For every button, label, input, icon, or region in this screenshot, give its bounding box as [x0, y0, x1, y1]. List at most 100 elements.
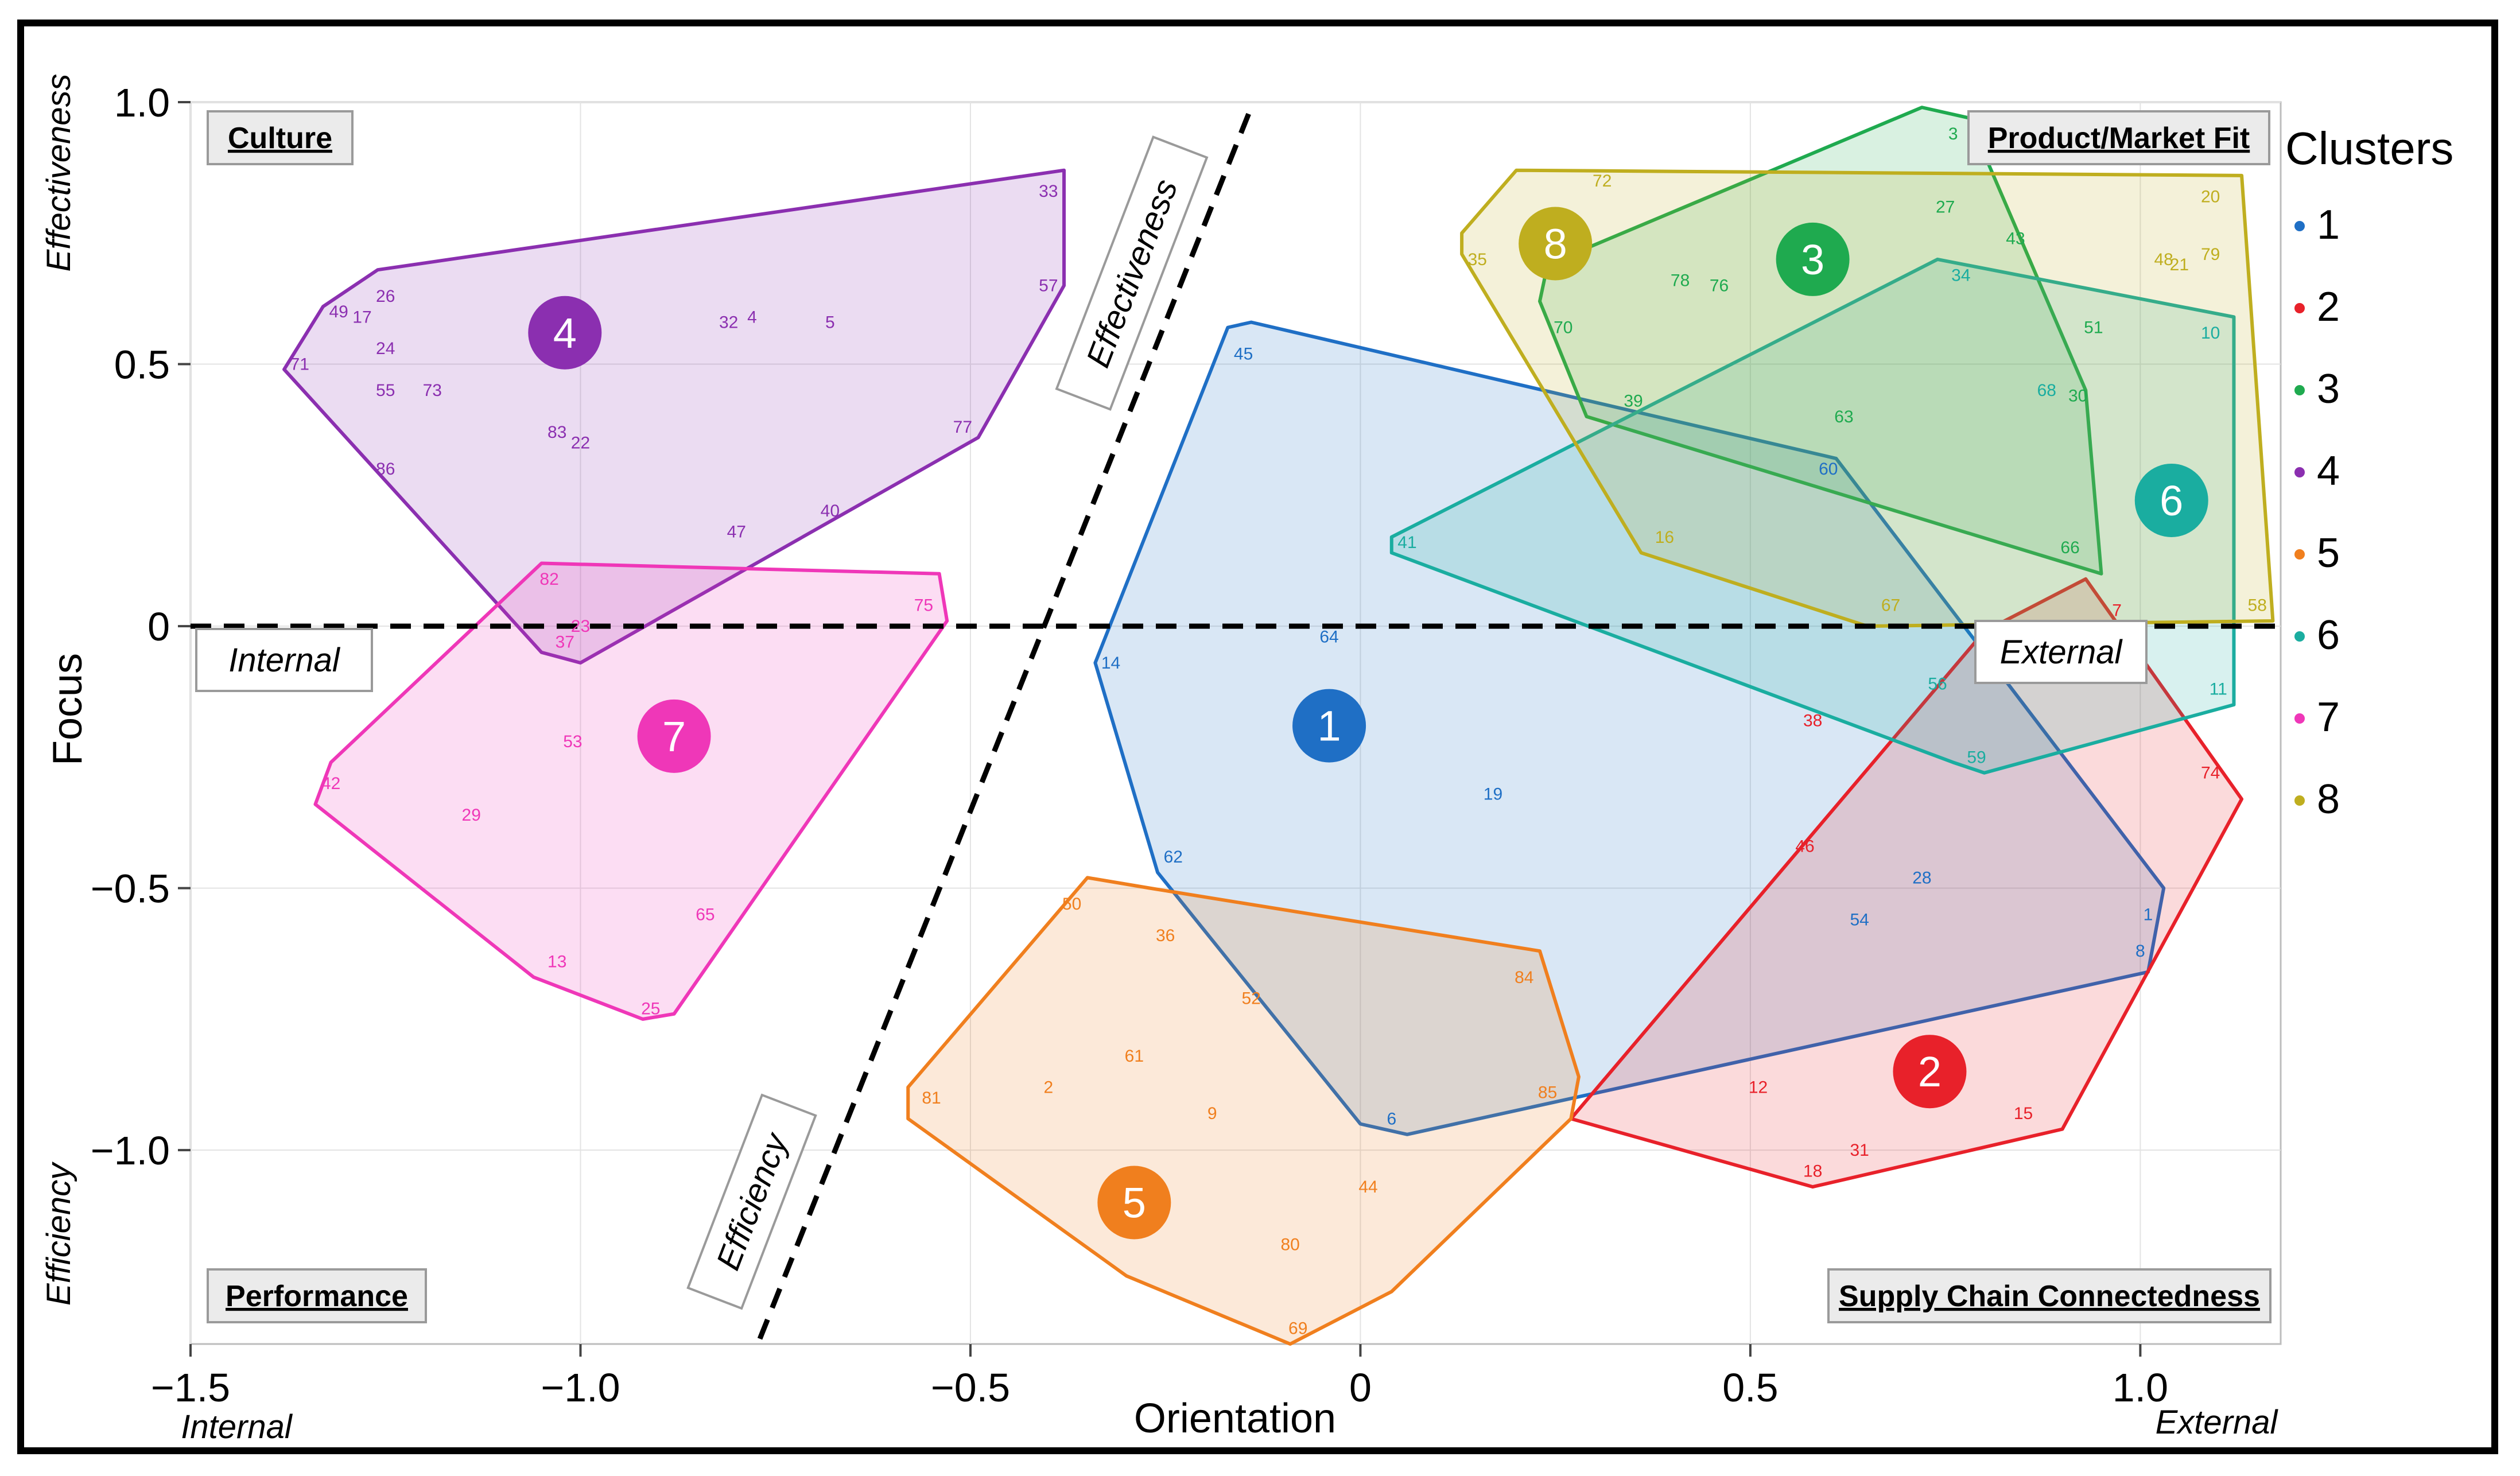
x-tick-label: 1.0	[2113, 1365, 2168, 1410]
legend-label-4: 4	[2317, 448, 2340, 494]
point-label: 60	[1819, 460, 1838, 479]
cluster-6-badge-label: 6	[2160, 477, 2183, 525]
point-label: 86	[376, 460, 395, 479]
legend-label-1: 1	[2317, 202, 2340, 248]
point-label: 84	[1515, 968, 1533, 987]
point-label: 6	[1387, 1109, 1396, 1128]
point-label: 14	[1101, 654, 1120, 673]
external-annotation: External	[2000, 634, 2123, 671]
point-label: 28	[1912, 868, 1931, 887]
legend-title: Clusters	[2285, 123, 2453, 174]
point-label: 20	[2201, 187, 2220, 206]
cluster-8-badge-label: 8	[1544, 220, 1567, 268]
point-label: 49	[329, 302, 348, 321]
x-tick-label: −1.5	[151, 1365, 230, 1410]
cluster-4-badge	[528, 296, 602, 370]
point-label: 21	[2170, 255, 2189, 274]
legend-marker-5	[2294, 549, 2305, 560]
axis-ticks: −1.5 −1.0 −0.5 0 0.5 1.0 1.0 0.5 0 −0.5 −1.0	[91, 80, 2168, 1410]
point-label: 51	[2084, 318, 2103, 337]
figure-frame: 45 60 64 14 19 62 28 54 1 8 6 7 38 74 46 12 15 31 18 3 27 43 7…	[17, 20, 2498, 1454]
point-label: 31	[1850, 1141, 1869, 1160]
cluster-1-badge-label: 1	[1317, 702, 1341, 750]
point-label: 67	[1881, 596, 1900, 615]
point-label: 81	[922, 1089, 941, 1108]
point-label: 45	[1234, 344, 1253, 363]
point-label: 4	[747, 308, 757, 327]
y-axis-title: Focus	[45, 653, 91, 766]
point-label: 25	[641, 1000, 660, 1019]
cluster-5-badge-label: 5	[1123, 1179, 1146, 1226]
point-label: 5	[825, 313, 835, 332]
point-label: 23	[571, 617, 590, 636]
point-label: 13	[548, 952, 566, 971]
y-tick-label: 1.0	[114, 80, 170, 125]
legend-marker-7	[2294, 713, 2305, 724]
diagonal-divider	[757, 106, 1254, 1340]
y-tick-label: 0	[147, 604, 170, 649]
cluster-4-badge-label: 4	[553, 309, 577, 357]
point-label: 44	[1358, 1178, 1377, 1197]
x-axis-external-label: External	[2156, 1404, 2279, 1441]
point-label: 80	[1280, 1236, 1299, 1254]
point-label: 18	[1803, 1162, 1822, 1181]
y-tick-label: −1.0	[91, 1128, 170, 1173]
x-tick-label: 0	[1349, 1365, 1372, 1410]
legend-label-8: 8	[2317, 776, 2340, 822]
point-label: 47	[727, 523, 746, 542]
point-label: 24	[376, 339, 395, 358]
point-label: 39	[1624, 391, 1643, 410]
internal-box: Internal	[195, 628, 373, 692]
point-label: 56	[1928, 675, 1947, 694]
point-label: 38	[1803, 711, 1822, 730]
legend-label-6: 6	[2317, 612, 2340, 658]
x-axis-title: Orientation	[1134, 1396, 1336, 1442]
point-label: 42	[321, 774, 340, 793]
cluster-3-badge-label: 3	[1801, 236, 1824, 283]
point-label: 10	[2201, 324, 2220, 343]
point-label: 76	[1710, 277, 1729, 296]
cluster-8-badge	[1519, 207, 1593, 281]
point-label: 41	[1397, 533, 1416, 552]
cluster-2-badge	[1893, 1035, 1967, 1109]
legend-marker-4	[2294, 467, 2305, 477]
legend-marker-2	[2294, 303, 2305, 313]
point-label: 2	[1044, 1078, 1054, 1097]
point-label: 11	[2210, 680, 2227, 699]
point-label: 46	[1795, 837, 1814, 856]
point-label: 52	[1241, 989, 1260, 1008]
quadrant-product-market-fit-label: Product/Market Fit	[1988, 122, 2250, 155]
point-label: 79	[2201, 245, 2220, 264]
cluster-4-hull	[282, 168, 1066, 665]
legend-marker-1	[2294, 221, 2305, 231]
y-axis-efficiency-label: Efficiency	[40, 1162, 77, 1306]
cluster-7-badge	[637, 699, 711, 773]
y-tick-label: 0.5	[114, 343, 170, 387]
point-label: 63	[1834, 407, 1853, 426]
point-label: 1	[2144, 905, 2153, 924]
x-tick-label: −1.0	[541, 1365, 620, 1410]
point-label: 66	[2060, 538, 2079, 557]
legend-marker-3	[2294, 385, 2305, 395]
point-label: 29	[462, 806, 481, 825]
divider-lines	[191, 106, 2281, 1340]
quadrant-product-market-fit-box: Product/Market Fit	[1967, 110, 2270, 165]
quadrant-culture-box: Culture	[207, 110, 354, 165]
point-label: 59	[1967, 748, 1986, 767]
point-label: 74	[2201, 764, 2220, 783]
point-label: 30	[2068, 386, 2087, 405]
point-label: 8	[2135, 942, 2145, 961]
point-label: 57	[1039, 277, 1058, 296]
cluster-8-hull	[1460, 168, 2275, 628]
cluster-hulls	[282, 106, 2275, 1346]
point-label: 62	[1164, 848, 1183, 867]
point-label: 37	[556, 632, 574, 651]
point-label: 69	[1288, 1319, 1307, 1338]
point-label: 48	[2154, 250, 2173, 269]
point-label: 53	[563, 732, 582, 751]
point-label: 77	[953, 418, 972, 437]
point-label: 50	[1062, 895, 1081, 914]
